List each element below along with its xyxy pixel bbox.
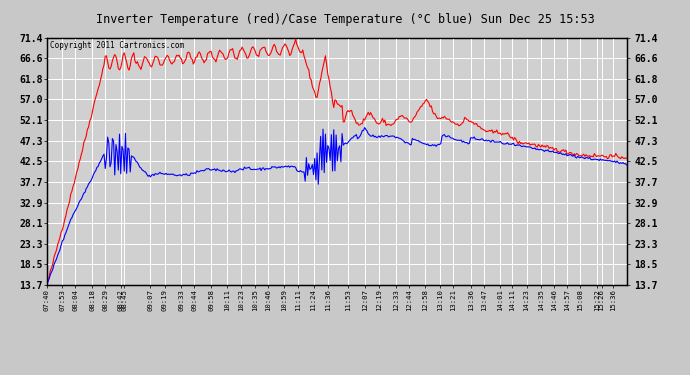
Text: Copyright 2011 Cartronics.com: Copyright 2011 Cartronics.com [50,41,184,50]
Text: Inverter Temperature (red)/Case Temperature (°C blue) Sun Dec 25 15:53: Inverter Temperature (red)/Case Temperat… [96,13,594,26]
